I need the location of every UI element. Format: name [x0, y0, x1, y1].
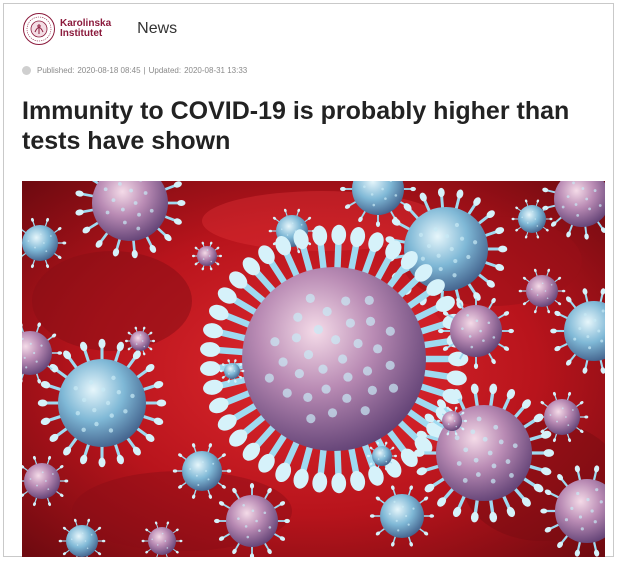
updated-label: Updated: [148, 66, 182, 75]
virus-particle [22, 322, 63, 384]
article-meta: Published: 2020-08-18 08:45 | Updated: 2… [22, 66, 247, 75]
virus-particle [540, 465, 605, 557]
virus-particle [367, 441, 397, 471]
virus-particle [200, 224, 469, 494]
published-date: 2020-08-18 08:45 [77, 66, 141, 75]
virus-particle [58, 518, 106, 557]
meta-separator: | [143, 66, 146, 75]
virus-particle [37, 338, 167, 468]
virus-particle [22, 455, 69, 507]
virus-particle [413, 383, 555, 523]
site-header: Karolinska Institutet News [22, 8, 177, 50]
virus-particle [172, 443, 232, 499]
virus-particle [219, 359, 245, 383]
article-title: Immunity to COVID-19 is probably higher … [22, 97, 570, 155]
virus-particle [125, 326, 155, 356]
clock-icon [22, 66, 31, 75]
coronavirus-illustration [22, 181, 605, 557]
virus-particle [438, 293, 514, 369]
brand-name: Karolinska Institutet [60, 19, 111, 39]
virus-particle [22, 217, 67, 269]
virus-particle [369, 485, 435, 547]
virus-particle [437, 406, 467, 436]
virus-particle [511, 199, 553, 239]
virus-particle [75, 181, 186, 259]
virus-particle [141, 521, 183, 557]
brand-name-line1: Karolinska [60, 18, 112, 29]
virus-particle [518, 268, 566, 314]
hero-image[interactable] [22, 181, 605, 557]
karolinska-logo-link[interactable]: Karolinska Institutet [22, 12, 111, 46]
virus-particle [550, 288, 605, 374]
published-label: Published: [37, 66, 75, 75]
nav-link-news[interactable]: News [137, 20, 178, 37]
virus-particle [192, 241, 222, 271]
virus-particle [340, 181, 416, 227]
virus-particle [214, 483, 290, 557]
updated-date: 2020-08-31 13:33 [184, 66, 248, 75]
brand-name-line2: Institutet [60, 28, 103, 39]
virus-particle [542, 181, 605, 240]
karolinska-seal-icon [23, 13, 55, 45]
